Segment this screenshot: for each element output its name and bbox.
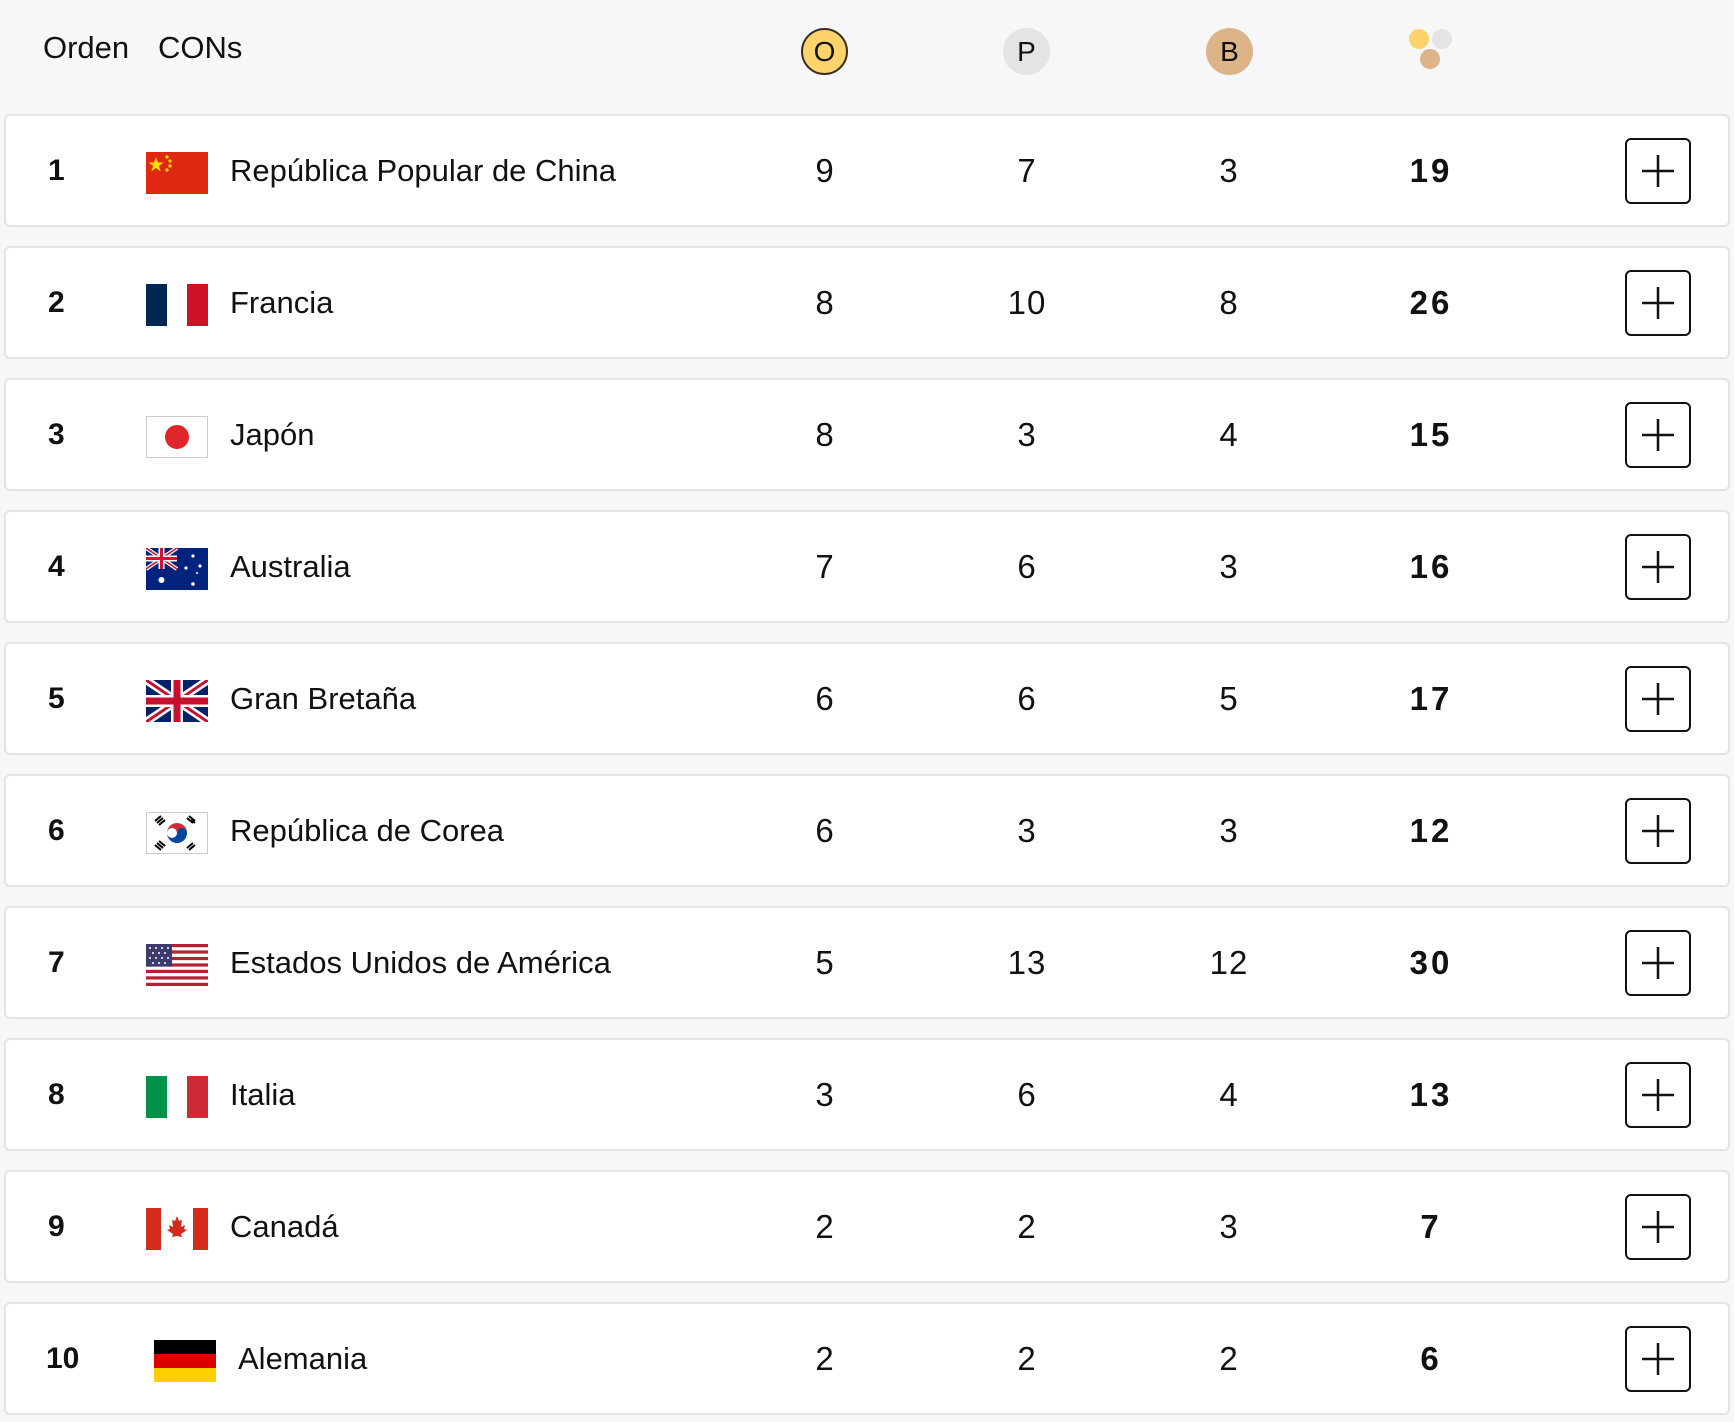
bronze-count: 3 bbox=[1219, 1208, 1239, 1245]
country-name: Canadá bbox=[230, 1209, 339, 1244]
usa-flag-icon bbox=[146, 944, 208, 986]
bronze-count: 3 bbox=[1219, 548, 1239, 585]
total-count: 16 bbox=[1409, 548, 1453, 585]
rank-cell: 2 bbox=[48, 286, 65, 319]
bronze-count: 8 bbox=[1219, 284, 1239, 321]
expand-row-button[interactable] bbox=[1625, 1326, 1691, 1392]
gold-count: 6 bbox=[815, 812, 835, 849]
japan-flag-icon bbox=[146, 416, 208, 458]
total-count: 19 bbox=[1409, 152, 1453, 189]
gold-medal-icon: O bbox=[801, 28, 848, 75]
country-name: Francia bbox=[230, 285, 334, 320]
total-count: 12 bbox=[1409, 812, 1453, 849]
expand-row-button[interactable] bbox=[1625, 930, 1691, 996]
france-flag-icon bbox=[146, 284, 208, 326]
expand-row-button[interactable] bbox=[1625, 138, 1691, 204]
country-name: República Popular de China bbox=[230, 153, 617, 188]
table-row: 1 República Popular de China 9 7 3 19 bbox=[4, 114, 1730, 227]
gold-count: 5 bbox=[815, 944, 835, 981]
total-count: 13 bbox=[1409, 1076, 1453, 1113]
rank-cell: 9 bbox=[48, 1210, 65, 1243]
rank-cell: 6 bbox=[48, 814, 65, 847]
table-row: 8 Italia 3 6 4 13 bbox=[4, 1038, 1730, 1151]
country-name: Alemania bbox=[238, 1341, 368, 1376]
rank-cell: 7 bbox=[48, 946, 65, 979]
gold-count: 2 bbox=[815, 1208, 835, 1245]
table-row: 10 Alemania 2 2 2 6 bbox=[4, 1302, 1730, 1415]
total-count: 17 bbox=[1409, 680, 1453, 717]
bronze-count: 5 bbox=[1219, 680, 1239, 717]
total-count: 26 bbox=[1409, 284, 1453, 321]
silver-count: 3 bbox=[1017, 812, 1037, 849]
table-row: 4 Australia 7 6 3 16 bbox=[4, 510, 1730, 623]
country-name: Estados Unidos de América bbox=[230, 945, 611, 980]
table-row: 6 República de Corea 6 3 3 12 bbox=[4, 774, 1730, 887]
country-name: Japón bbox=[230, 417, 315, 452]
silver-count: 13 bbox=[1007, 944, 1047, 981]
silver-count: 2 bbox=[1017, 1208, 1037, 1245]
noc-column-header: CONs bbox=[158, 30, 243, 65]
bronze-count: 3 bbox=[1219, 812, 1239, 849]
rank-cell: 1 bbox=[48, 154, 65, 187]
total-count: 30 bbox=[1409, 944, 1453, 981]
rank-cell: 5 bbox=[48, 682, 65, 715]
silver-count: 6 bbox=[1017, 548, 1037, 585]
country-name: Gran Bretaña bbox=[230, 681, 417, 716]
gold-count: 3 bbox=[815, 1076, 835, 1113]
table-row: 9 Canadá 2 2 3 7 bbox=[4, 1170, 1730, 1283]
total-count: 7 bbox=[1420, 1208, 1442, 1245]
total-count: 6 bbox=[1420, 1340, 1442, 1377]
great-britain-flag-icon bbox=[146, 680, 208, 722]
expand-row-button[interactable] bbox=[1625, 798, 1691, 864]
bronze-count: 4 bbox=[1219, 1076, 1239, 1113]
silver-count: 6 bbox=[1017, 680, 1037, 717]
china-flag-icon bbox=[146, 152, 208, 194]
country-name: Australia bbox=[230, 549, 351, 584]
canada-flag-icon bbox=[146, 1208, 208, 1250]
country-name: República de Corea bbox=[230, 813, 505, 848]
expand-row-button[interactable] bbox=[1625, 1062, 1691, 1128]
gold-count: 8 bbox=[815, 284, 835, 321]
table-row: 2 Francia 8 10 8 26 bbox=[4, 246, 1730, 359]
rank-cell: 4 bbox=[48, 550, 65, 583]
gold-count: 2 bbox=[815, 1340, 835, 1377]
silver-count: 2 bbox=[1017, 1340, 1037, 1377]
rank-cell: 8 bbox=[48, 1078, 65, 1111]
silver-count: 3 bbox=[1017, 416, 1037, 453]
australia-flag-icon bbox=[146, 548, 208, 590]
bronze-count: 2 bbox=[1219, 1340, 1239, 1377]
silver-count: 6 bbox=[1017, 1076, 1037, 1113]
germany-flag-icon bbox=[154, 1340, 216, 1382]
bronze-count: 4 bbox=[1219, 416, 1239, 453]
silver-count: 7 bbox=[1017, 152, 1037, 189]
rank-cell: 3 bbox=[48, 418, 65, 451]
bronze-count: 3 bbox=[1219, 152, 1239, 189]
medal-table-header: Orden CONs O P B bbox=[0, 0, 1734, 104]
gold-count: 6 bbox=[815, 680, 835, 717]
medals-total-icon bbox=[1406, 28, 1456, 74]
country-name: Italia bbox=[230, 1077, 296, 1112]
expand-row-button[interactable] bbox=[1625, 270, 1691, 336]
table-row: 3 Japón 8 3 4 15 bbox=[4, 378, 1730, 491]
silver-medal-icon: P bbox=[1003, 28, 1050, 75]
bronze-count: 12 bbox=[1209, 944, 1249, 981]
rank-cell: 10 bbox=[46, 1342, 80, 1375]
expand-row-button[interactable] bbox=[1625, 1194, 1691, 1260]
italy-flag-icon bbox=[146, 1076, 208, 1118]
gold-count: 7 bbox=[815, 548, 835, 585]
table-row: 5 Gran Bretaña 6 6 5 17 bbox=[4, 642, 1730, 755]
bronze-medal-icon: B bbox=[1206, 28, 1253, 75]
rank-column-header: Orden bbox=[43, 30, 130, 65]
expand-row-button[interactable] bbox=[1625, 402, 1691, 468]
gold-count: 9 bbox=[815, 152, 835, 189]
silver-count: 10 bbox=[1007, 284, 1047, 321]
expand-row-button[interactable] bbox=[1625, 534, 1691, 600]
expand-row-button[interactable] bbox=[1625, 666, 1691, 732]
total-count: 15 bbox=[1409, 416, 1453, 453]
table-row: 7 Estados Unidos de América 5 13 12 30 bbox=[4, 906, 1730, 1019]
korea-flag-icon bbox=[146, 812, 208, 854]
gold-count: 8 bbox=[815, 416, 835, 453]
